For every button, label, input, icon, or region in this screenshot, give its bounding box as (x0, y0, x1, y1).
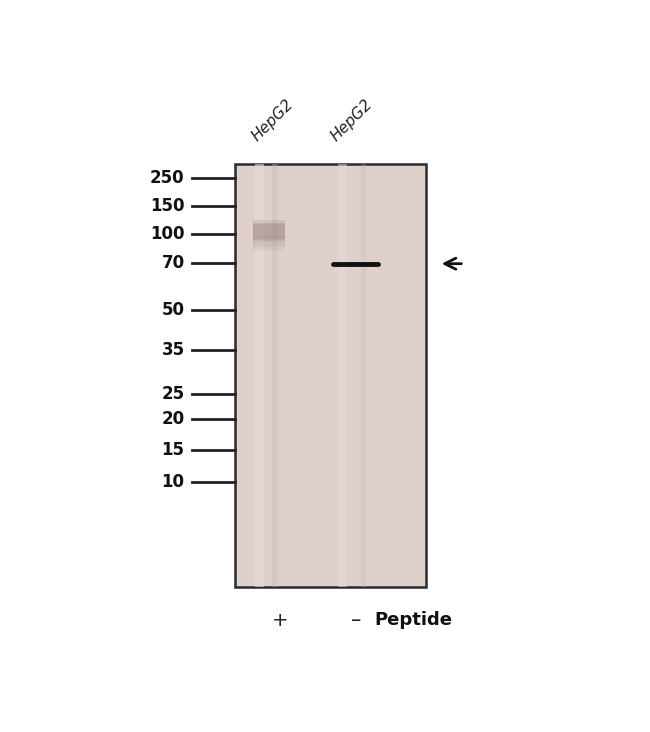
Ellipse shape (259, 232, 272, 242)
Bar (235, 164, 426, 586)
Bar (272, 164, 278, 586)
Text: 10: 10 (161, 474, 185, 491)
Text: 70: 70 (161, 253, 185, 272)
Bar (361, 164, 366, 586)
Bar (338, 164, 347, 586)
Text: –: – (350, 610, 361, 630)
Text: HepG2: HepG2 (328, 97, 375, 144)
Bar (252, 224, 285, 238)
Bar (255, 164, 264, 586)
Text: 35: 35 (161, 341, 185, 359)
Text: 20: 20 (161, 410, 185, 427)
Text: 15: 15 (161, 441, 185, 459)
Text: Peptide: Peptide (374, 611, 452, 630)
Text: 250: 250 (150, 169, 185, 187)
Text: 50: 50 (161, 302, 185, 319)
Bar (252, 242, 285, 251)
Text: 25: 25 (161, 385, 185, 403)
Bar (252, 220, 285, 242)
Text: +: + (272, 611, 289, 630)
Bar (252, 236, 285, 247)
Bar (252, 223, 285, 240)
Text: 150: 150 (150, 197, 185, 215)
Text: 100: 100 (150, 225, 185, 243)
Text: HepG2: HepG2 (250, 97, 297, 144)
